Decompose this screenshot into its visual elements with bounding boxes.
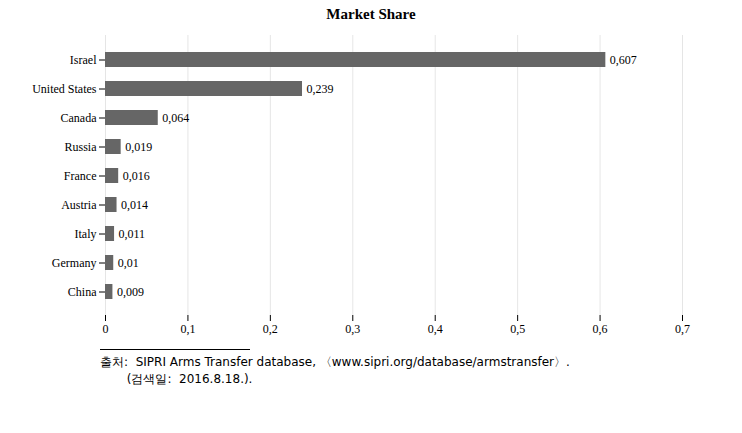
svg-text:0,4: 0,4 <box>428 322 443 336</box>
svg-text:0,7: 0,7 <box>675 322 690 336</box>
svg-text:Canada: Canada <box>61 111 98 125</box>
svg-text:0,1: 0,1 <box>180 322 195 336</box>
html-text:출처: SIPRI Arms Transfer databa: 출처: SIPRI Arms Transfer database, 〈www.s… <box>100 355 570 369</box>
html-text:Market Share: Market Share <box>326 6 416 22</box>
svg-text:0,009: 0,009 <box>117 285 144 299</box>
svg-text:0,5: 0,5 <box>510 322 525 336</box>
svg-text:0,016: 0,016 <box>123 169 150 183</box>
html-text:(검색일: 2016.8.18.).: (검색일: 2016.8.18.). <box>100 372 253 386</box>
svg-text:United States: United States <box>32 82 97 96</box>
svg-text:0,01: 0,01 <box>118 256 139 270</box>
svg-text:Russia: Russia <box>64 140 97 154</box>
svg-text:Israel: Israel <box>70 53 97 67</box>
svg-text:Germany: Germany <box>52 256 97 270</box>
svg-text:0,014: 0,014 <box>121 198 148 212</box>
svg-text:0,6: 0,6 <box>593 322 608 336</box>
svg-text:0: 0 <box>103 322 109 336</box>
svg-text:0,011: 0,011 <box>119 227 146 241</box>
svg-text:0,064: 0,064 <box>162 111 189 125</box>
svg-text:0,607: 0,607 <box>610 53 637 67</box>
svg-text:0,2: 0,2 <box>263 322 278 336</box>
svg-text:0,239: 0,239 <box>307 82 334 96</box>
svg-text:Austria: Austria <box>61 198 97 212</box>
svg-text:France: France <box>64 169 97 183</box>
svg-text:China: China <box>68 285 97 299</box>
svg-text:Italy: Italy <box>75 227 97 241</box>
svg-text:0,019: 0,019 <box>125 140 152 154</box>
svg-text:0,3: 0,3 <box>345 322 360 336</box>
